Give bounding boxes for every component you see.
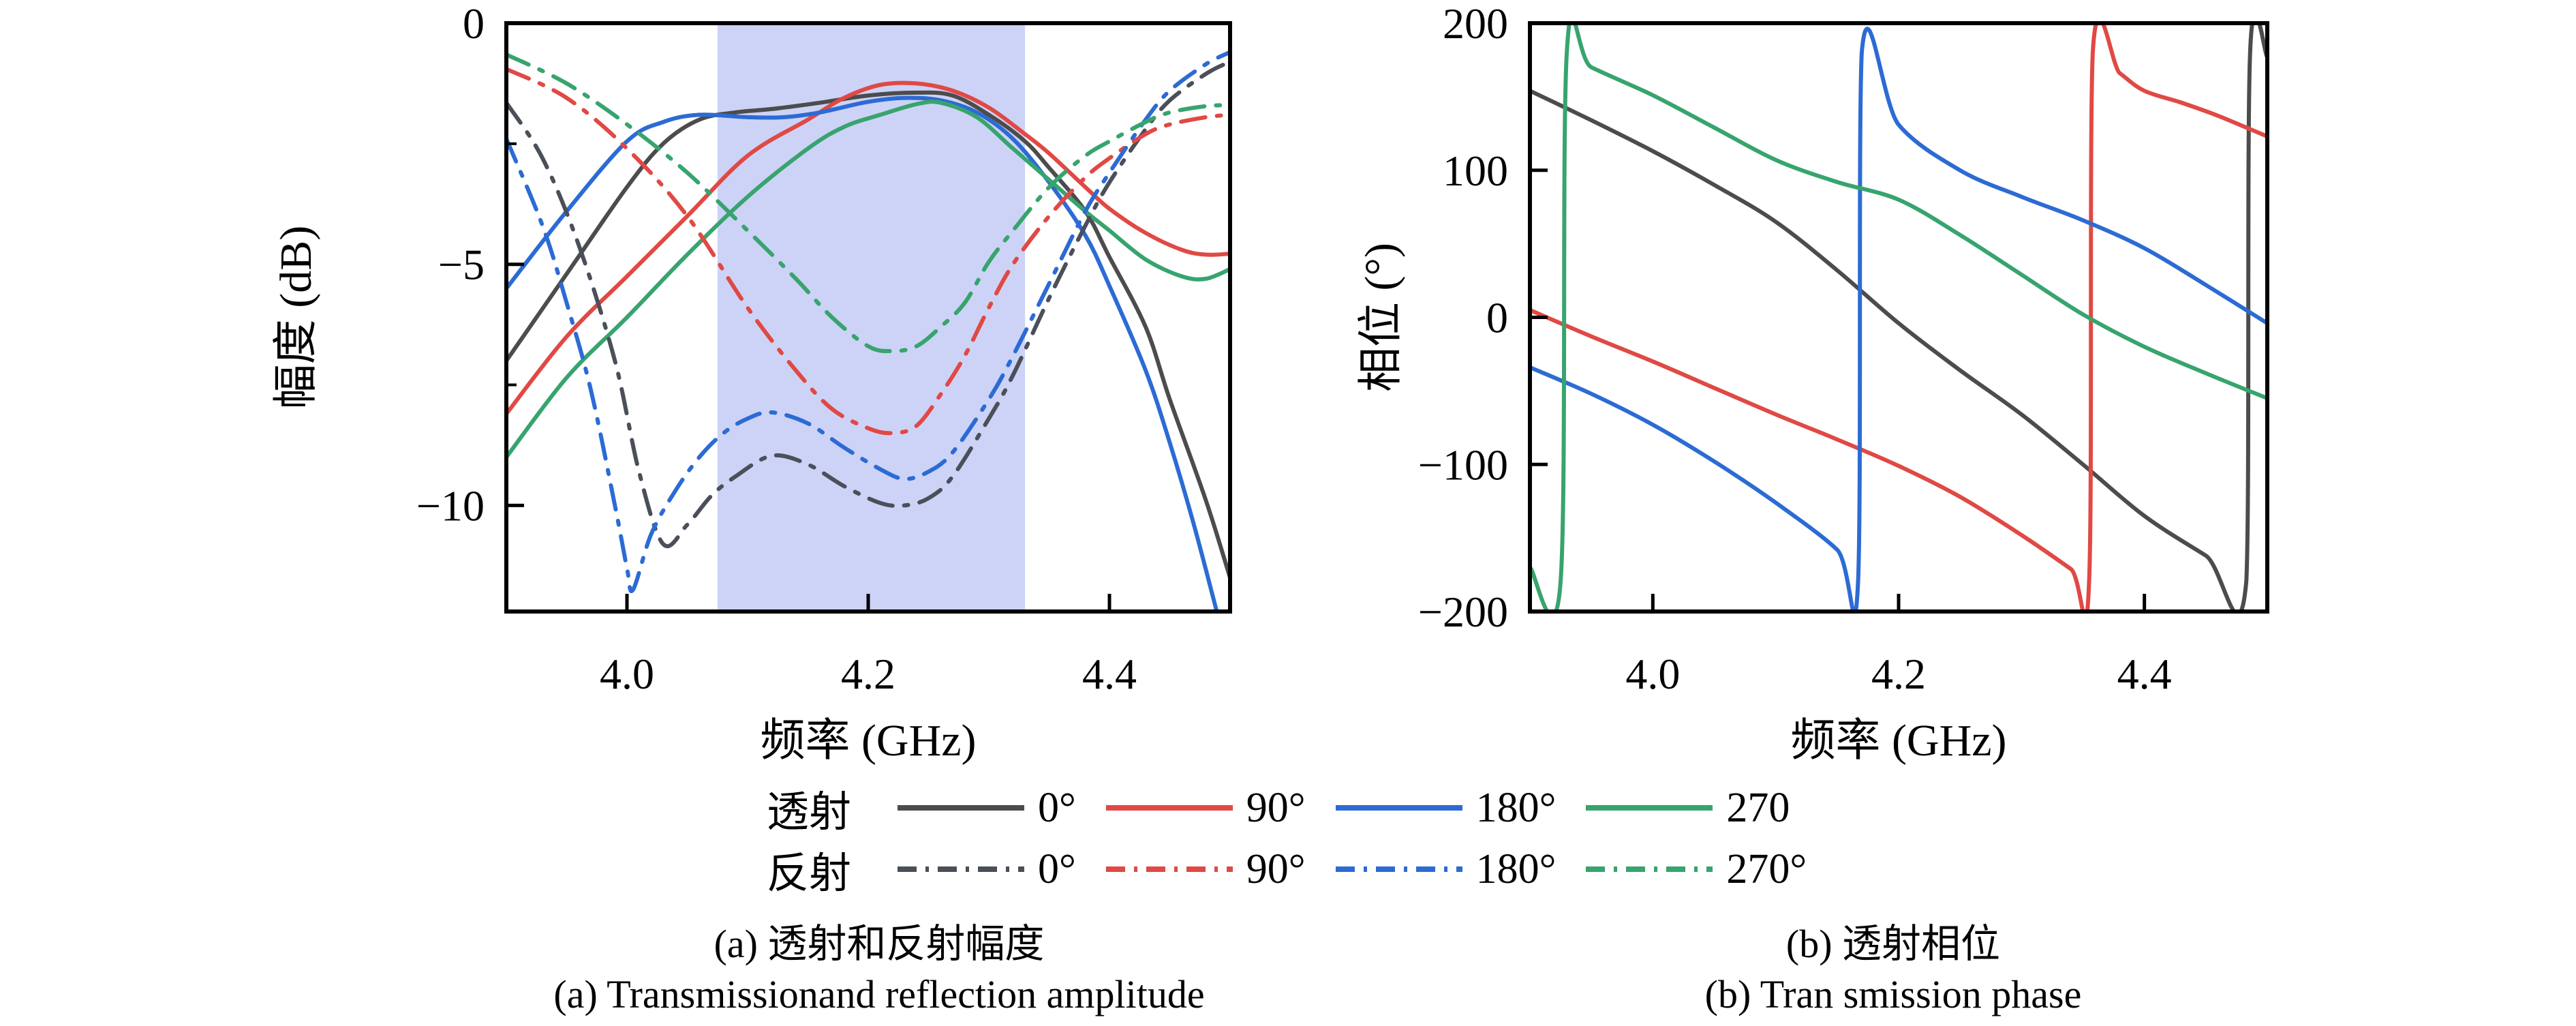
y-tick-label: 100 (1443, 147, 1508, 195)
legend-item-transmission-180: 180° (1334, 784, 1557, 832)
legend-item-transmission-0: 0° (896, 784, 1076, 832)
chart-amplitude: 4.0 4.2 4.4 0 −5 −10 频率 (GHz) 幅度 (dB) (271, 0, 1232, 766)
legend-solid-line-swatch (898, 805, 1024, 811)
caption-b-chinese: (b) 透射相位 (1785, 922, 2001, 966)
series-phase-270 (1530, 23, 2267, 612)
legend-group-label-transmission: 透射 (767, 789, 852, 836)
legend-item-transmission-270: 270 (1584, 784, 1790, 832)
legend-dashdot-line-swatch (1335, 866, 1462, 872)
caption-a: (a) 透射和反射幅度 (a) Transmissionand reflecti… (553, 919, 1204, 1020)
x-tick-label: 4.0 (1625, 650, 1680, 698)
legend-item-reflection-180: 180° (1334, 845, 1557, 894)
series-phase-90 (1530, 23, 2267, 612)
y-tick-label: −5 (438, 241, 485, 289)
x-tick-label: 4.2 (1871, 650, 1926, 698)
x-tick-label: 4.2 (841, 650, 895, 698)
legend-item-label: 0° (1038, 784, 1076, 831)
caption-b: (b) 透射相位 (b) Tran smission phase (1705, 919, 2082, 1020)
y-tick-label: 0 (1486, 294, 1508, 342)
caption-a-chinese: (a) 透射和反射幅度 (714, 922, 1045, 966)
legend-item-reflection-0: 0° (896, 845, 1076, 894)
legend-solid-line-swatch (1105, 805, 1233, 811)
y-tick-label: 200 (1443, 0, 1508, 48)
legend-item-label: 90° (1246, 784, 1306, 831)
legend-item-reflection-270: 270° (1584, 845, 1807, 894)
legend-items-transmission: 0° 90° 180° 270 (868, 784, 1790, 832)
x-tick-label: 4.4 (2117, 650, 2172, 698)
legend-items-reflection: 0° 90° 180° 270° (868, 845, 1807, 894)
legend-solid-line-swatch (1586, 805, 1713, 811)
legend-row-transmission: 透射 0° 90° 180° 270 (767, 784, 1807, 836)
y-axis-label-amplitude: 幅度 (dB) (271, 226, 321, 409)
caption-a-english: (a) Transmissionand reflection amplitude (553, 972, 1205, 1016)
series-reflection-270 (506, 52, 1230, 354)
y-tick-label: −10 (416, 481, 485, 530)
legend-item-label: 270 (1726, 784, 1790, 831)
series-transmission-270 (506, 100, 1230, 459)
legend-dashdot-line-swatch (898, 866, 1024, 872)
passband-highlight-band (717, 23, 1026, 612)
x-axis-label-phase: 频率 (GHz) (1790, 716, 2006, 766)
series-transmission-0 (506, 90, 1230, 580)
x-axis-label-amplitude: 频率 (GHz) (760, 716, 976, 766)
series-phase-180 (1530, 27, 2267, 612)
legend-item-label: 180° (1475, 845, 1557, 892)
legend-solid-line-swatch (1335, 805, 1462, 811)
series-phase-0 (1530, 23, 2267, 612)
legend-item-label: 0° (1038, 845, 1076, 892)
series-reflection-0 (506, 59, 1230, 548)
caption-b-english: (b) Tran smission phase (1704, 972, 2082, 1016)
series-transmission-90 (506, 80, 1230, 416)
legend-item-reflection-90: 90° (1105, 845, 1306, 894)
legend-group-label-reflection: 反射 (767, 851, 852, 897)
series-transmission-180 (506, 95, 1219, 612)
y-tick-label: −200 (1418, 588, 1508, 636)
legend-item-label: 90° (1246, 845, 1306, 892)
legend-item-label: 270° (1726, 845, 1807, 892)
legend-dashdot-line-swatch (1586, 866, 1713, 872)
x-tick-label: 4.4 (1082, 650, 1137, 698)
legend: 透射 0° 90° 180° 270 反射 0° 90° 180° 270° (767, 785, 1807, 908)
chart-phase: 4.0 4.2 4.4 200 100 0 −100 −200 频率 (GHz) 相位 (°) (1356, 0, 2269, 766)
legend-item-transmission-90: 90° (1105, 784, 1306, 832)
y-tick-label: 0 (463, 0, 485, 48)
series-reflection-90 (506, 67, 1230, 436)
x-tick-label: 4.0 (600, 650, 654, 698)
legend-item-label: 180° (1475, 784, 1557, 831)
legend-row-reflection: 反射 0° 90° 180° 270° (767, 845, 1807, 898)
y-axis-label-phase: 相位 (°) (1356, 243, 1406, 392)
legend-dashdot-line-swatch (1105, 866, 1233, 872)
y-tick-label: −100 (1418, 440, 1508, 489)
series-reflection-180 (506, 50, 1230, 594)
